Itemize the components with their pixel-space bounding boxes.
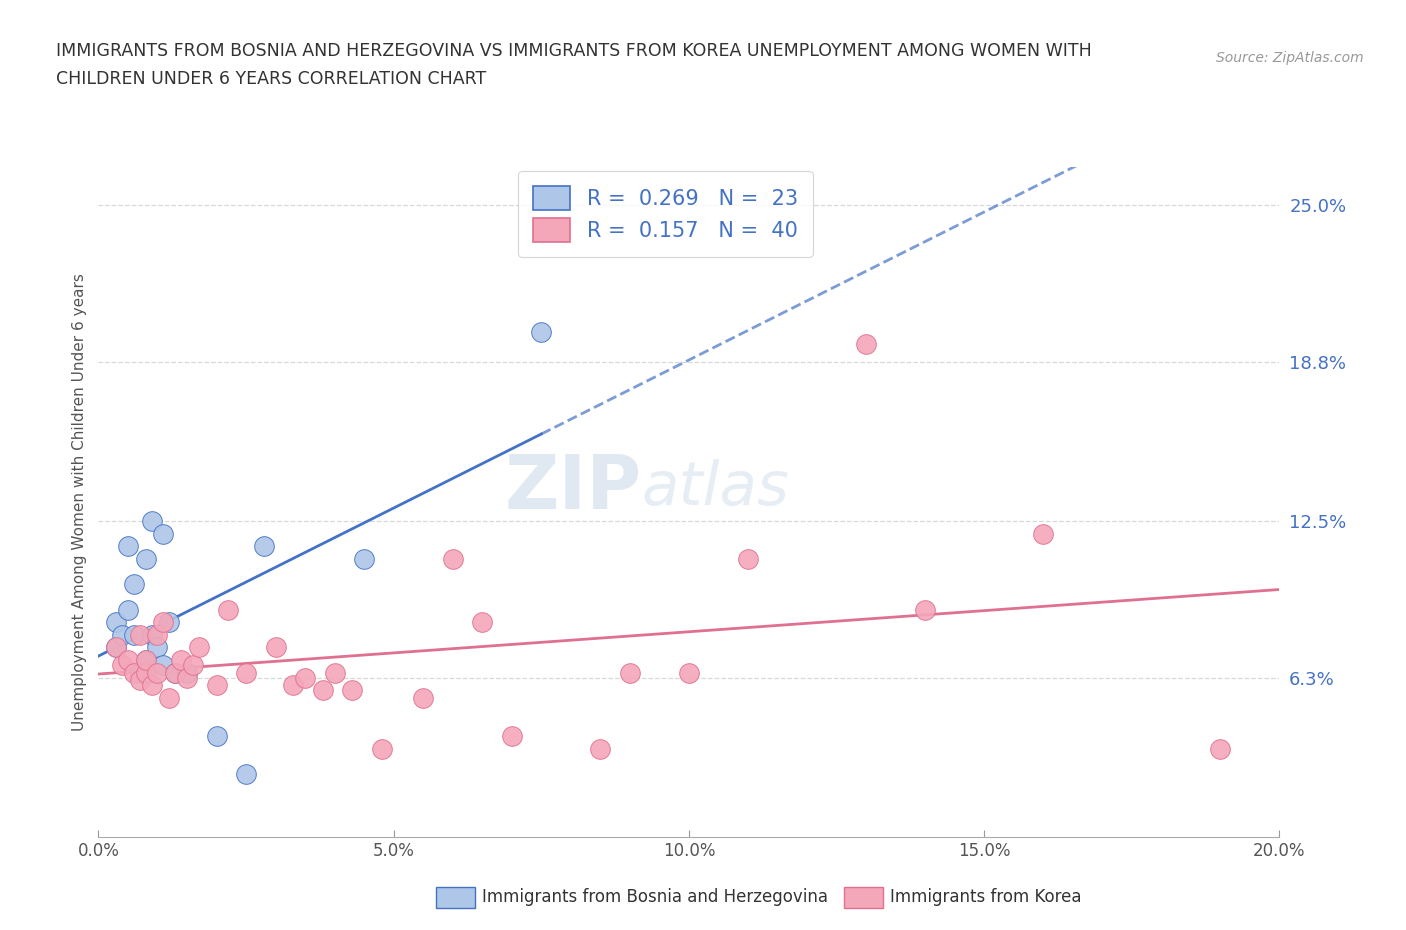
Point (589, 741, 612, 756)
Point (323, 665, 346, 680)
Point (111, 658, 134, 672)
Point (135, 653, 157, 668)
Point (312, 683, 335, 698)
Text: CHILDREN UNDER 6 YEARS CORRELATION CHART: CHILDREN UNDER 6 YEARS CORRELATION CHART (56, 70, 486, 87)
Point (157, 615, 180, 630)
Point (235, 665, 257, 680)
Text: Source: ZipAtlas.com: Source: ZipAtlas.com (1216, 51, 1364, 65)
Point (122, 577, 145, 591)
Point (128, 673, 150, 688)
Point (122, 665, 145, 680)
Point (141, 628, 163, 643)
Point (152, 615, 174, 630)
Point (471, 615, 494, 630)
Point (1032, 526, 1054, 541)
Point (135, 653, 157, 668)
Point (157, 691, 180, 706)
Point (105, 640, 128, 655)
Point (217, 602, 239, 617)
Point (135, 665, 157, 680)
Point (105, 640, 128, 655)
Point (441, 551, 464, 566)
Point (117, 539, 139, 554)
Point (135, 551, 157, 566)
Point (855, 337, 877, 352)
Point (678, 665, 700, 680)
Point (146, 640, 169, 655)
Y-axis label: Unemployment Among Women with Children Under 6 years: Unemployment Among Women with Children U… (72, 273, 87, 731)
Point (264, 640, 287, 655)
Point (128, 665, 150, 680)
Text: atlas: atlas (641, 459, 790, 518)
Point (141, 678, 163, 693)
Point (146, 665, 169, 680)
Point (235, 766, 257, 781)
Text: IMMIGRANTS FROM BOSNIA AND HERZEGOVINA VS IMMIGRANTS FROM KOREA UNEMPLOYMENT AMO: IMMIGRANTS FROM BOSNIA AND HERZEGOVINA V… (56, 42, 1092, 60)
Point (117, 602, 139, 617)
Point (353, 551, 375, 566)
Point (342, 683, 364, 698)
Point (128, 628, 150, 643)
Legend: R =  0.269   N =  23, R =  0.157   N =  40: R = 0.269 N = 23, R = 0.157 N = 40 (517, 171, 813, 257)
Point (152, 658, 174, 672)
Point (253, 539, 276, 554)
Point (1209, 741, 1232, 756)
Point (105, 615, 128, 630)
Point (181, 658, 204, 672)
Text: ZIP: ZIP (505, 452, 641, 525)
Point (412, 691, 434, 706)
Point (283, 678, 305, 693)
Point (501, 728, 523, 743)
Text: Immigrants from Bosnia and Herzegovina: Immigrants from Bosnia and Herzegovina (482, 888, 828, 907)
Point (294, 671, 316, 685)
Point (117, 653, 139, 668)
Point (170, 653, 193, 668)
Point (530, 325, 553, 339)
Point (205, 728, 228, 743)
Point (152, 526, 174, 541)
Point (165, 665, 187, 680)
Point (141, 513, 163, 528)
Point (619, 665, 641, 680)
Point (371, 741, 394, 756)
Point (205, 678, 228, 693)
Point (176, 665, 198, 680)
Point (914, 602, 936, 617)
Point (122, 628, 145, 643)
Point (176, 671, 198, 685)
Point (111, 628, 134, 643)
Point (146, 628, 169, 643)
Point (737, 551, 759, 566)
Point (187, 640, 209, 655)
Point (165, 665, 187, 680)
Text: Immigrants from Korea: Immigrants from Korea (890, 888, 1081, 907)
